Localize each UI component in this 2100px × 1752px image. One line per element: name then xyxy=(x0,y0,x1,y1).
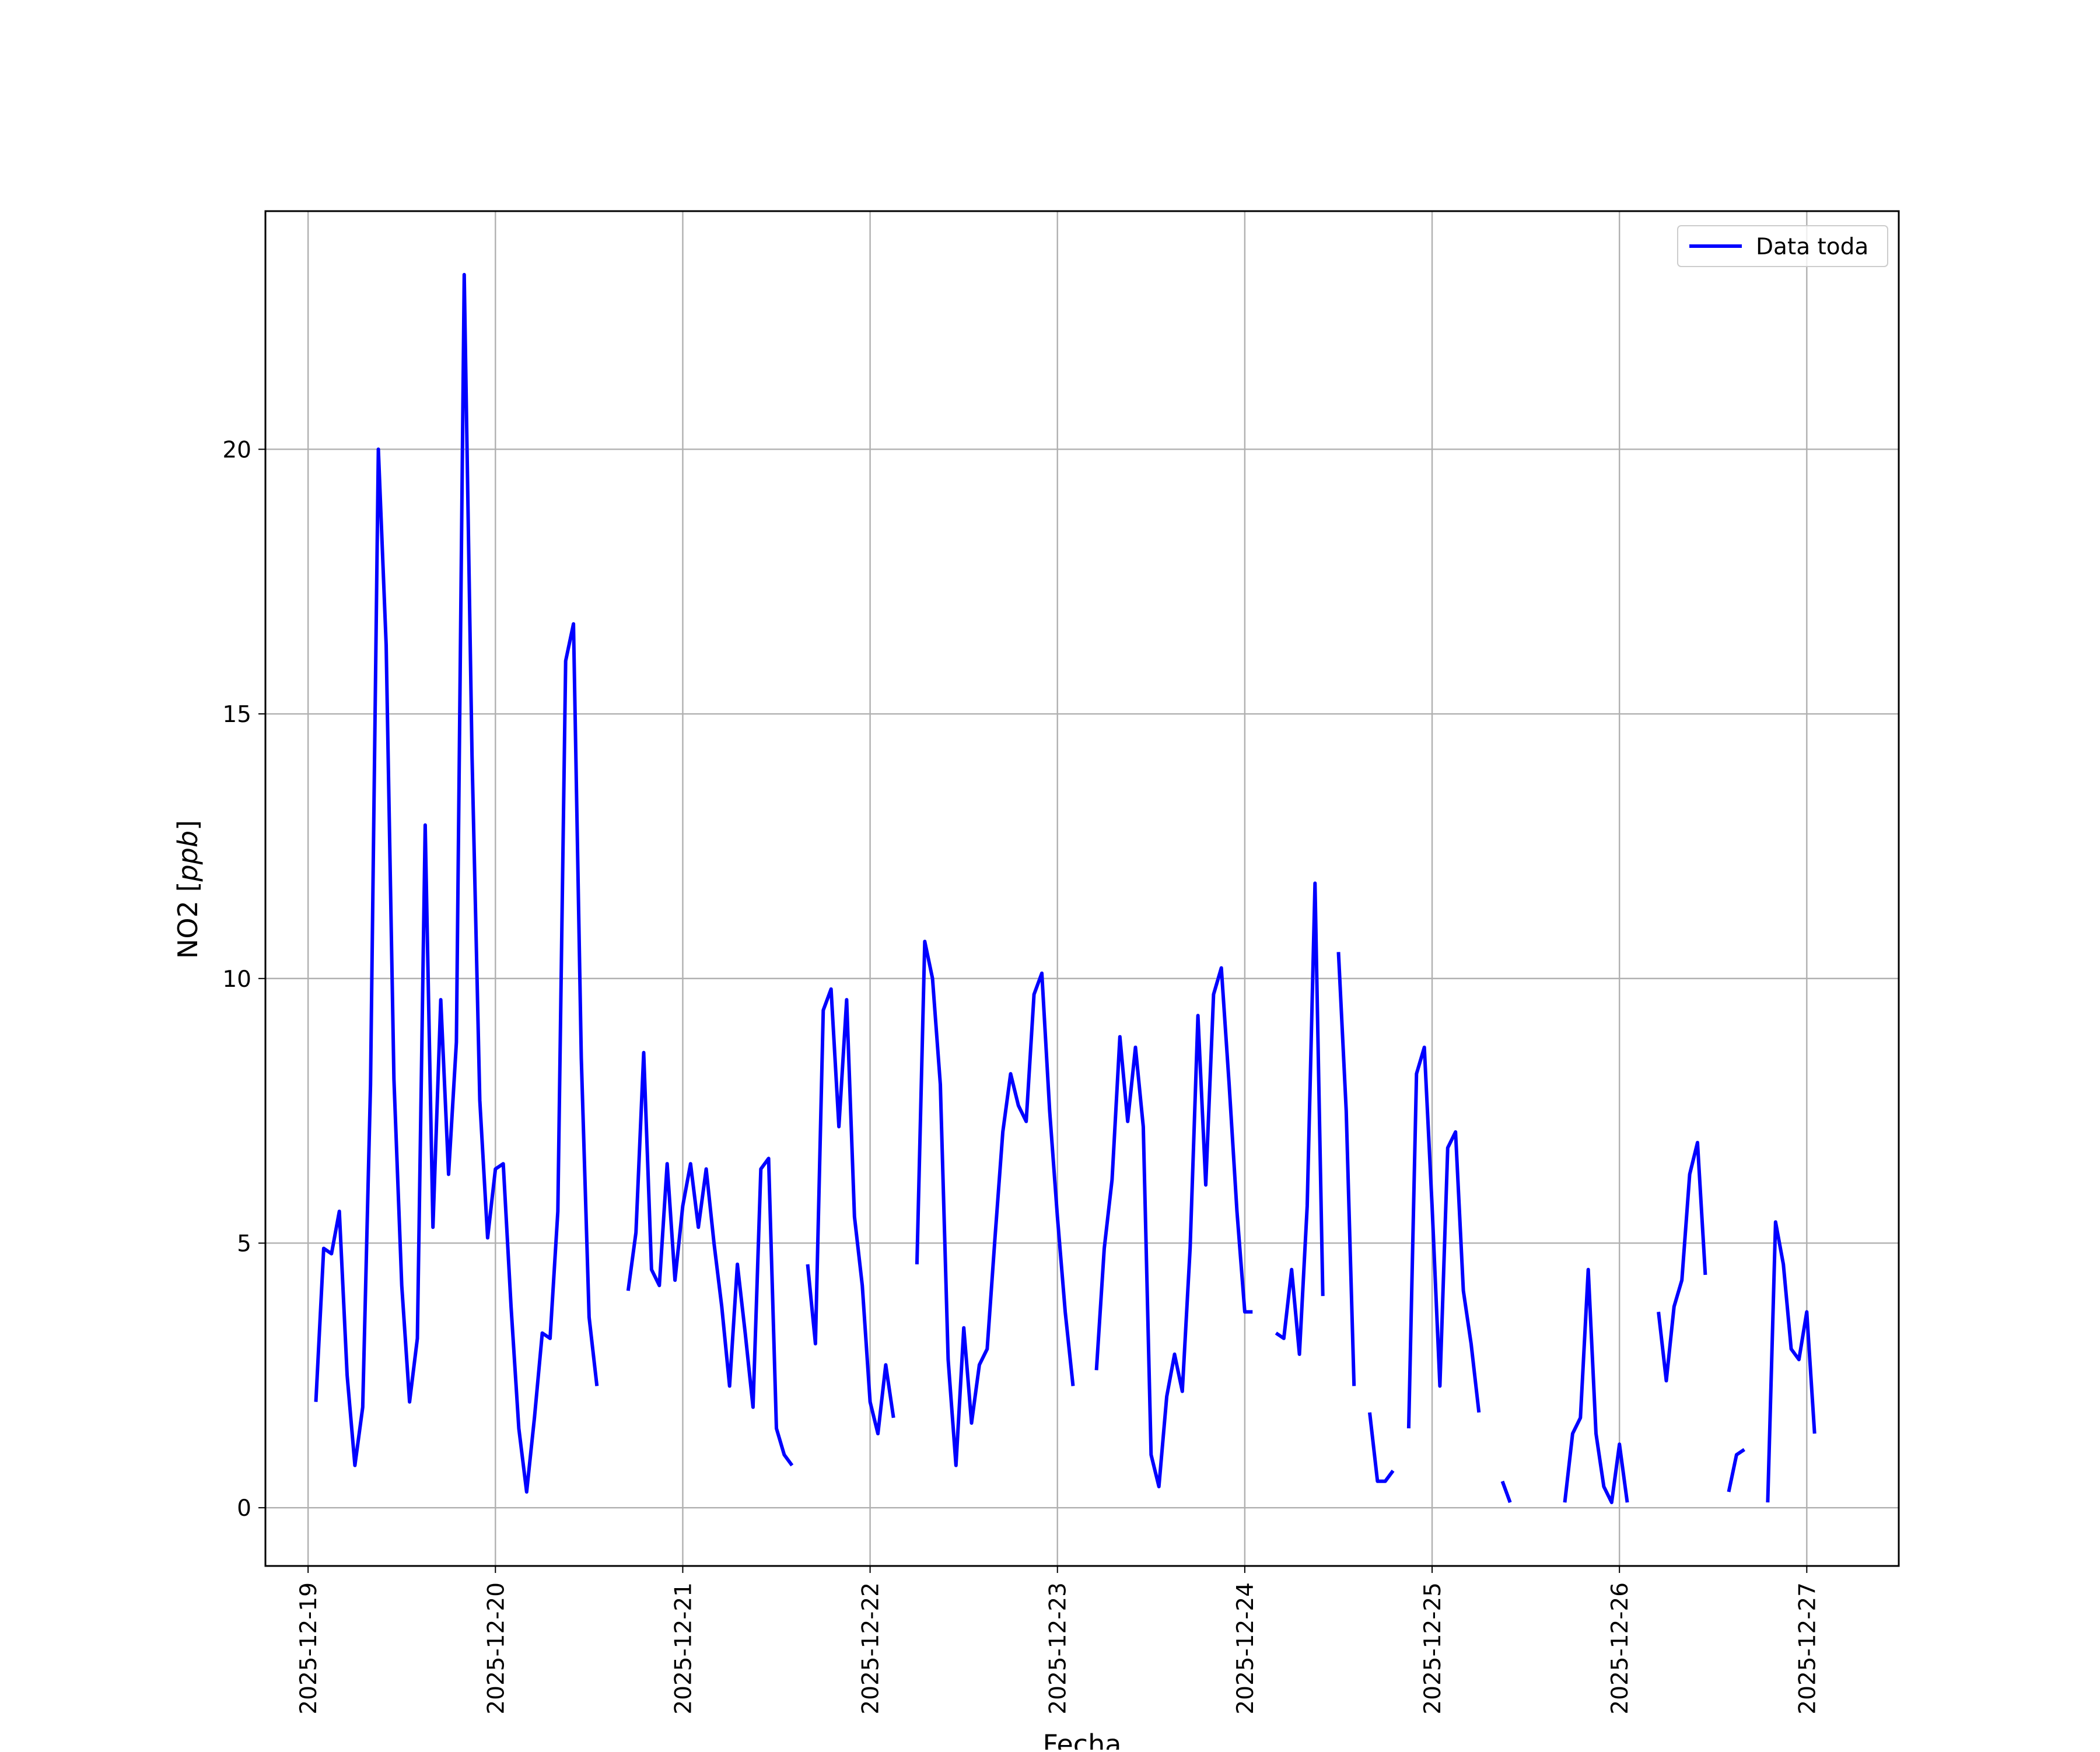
x-tick-label: 2025-12-22 xyxy=(858,1582,884,1715)
series-line-segment xyxy=(626,1050,794,1467)
y-axis-label-unit-close: ] xyxy=(172,820,204,831)
series-line-segment xyxy=(1563,1267,1629,1505)
x-tick-label: 2025-12-23 xyxy=(1045,1582,1072,1715)
x-axis-label: Fecha xyxy=(1043,1729,1122,1750)
legend-box xyxy=(1677,225,1888,267)
series-line-segment xyxy=(314,272,599,1494)
series-line-segment xyxy=(1368,1412,1395,1483)
series-line-segment xyxy=(1336,952,1356,1386)
x-tick-label: 2025-12-27 xyxy=(1794,1582,1821,1715)
y-axis-ticks: 0 5 10 15 20 xyxy=(222,437,265,1522)
series-line-segment xyxy=(1727,1448,1745,1492)
y-tick-label: 15 xyxy=(222,702,251,728)
y-tick-label: 5 xyxy=(237,1231,251,1257)
series-line-segment xyxy=(915,940,1075,1467)
y-tick-label: 10 xyxy=(222,966,251,993)
y-tick-label: 0 xyxy=(237,1495,251,1522)
y-axis-label-unit: ppb xyxy=(172,831,204,882)
series-line-segment xyxy=(1500,1480,1512,1504)
x-axis-ticks: 2025-12-19 2025-12-20 2025-12-21 2025-12-22… xyxy=(296,1566,1821,1715)
series-line-segment xyxy=(1766,1220,1817,1503)
series-line-segment xyxy=(1094,966,1253,1488)
legend-label-data-toda: Data toda xyxy=(1756,234,1868,260)
x-tick-label: 2025-12-26 xyxy=(1607,1582,1633,1715)
x-tick-label: 2025-12-21 xyxy=(670,1582,696,1715)
y-axis-label-name: NO2 xyxy=(172,892,204,959)
plot-lines xyxy=(314,272,1817,1505)
y-axis-label: NO2 [ppb] xyxy=(172,820,204,959)
x-tick-label: 2025-12-25 xyxy=(1420,1582,1446,1715)
plot-frame xyxy=(264,210,1900,1567)
x-tick-label: 2025-12-19 xyxy=(296,1582,322,1715)
x-tick-label: 2025-12-20 xyxy=(483,1582,509,1715)
x-tick-label: 2025-12-24 xyxy=(1233,1582,1259,1715)
series-line-segment xyxy=(1657,1141,1707,1383)
y-axis-label-unit-open: [ xyxy=(172,882,204,892)
legend: Data toda xyxy=(1677,225,1888,267)
grid xyxy=(265,211,1899,1566)
series-line-segment xyxy=(1406,1045,1481,1429)
series-line-segment xyxy=(1275,881,1325,1356)
y-tick-label: 20 xyxy=(222,437,251,463)
series-line-segment xyxy=(806,987,895,1436)
